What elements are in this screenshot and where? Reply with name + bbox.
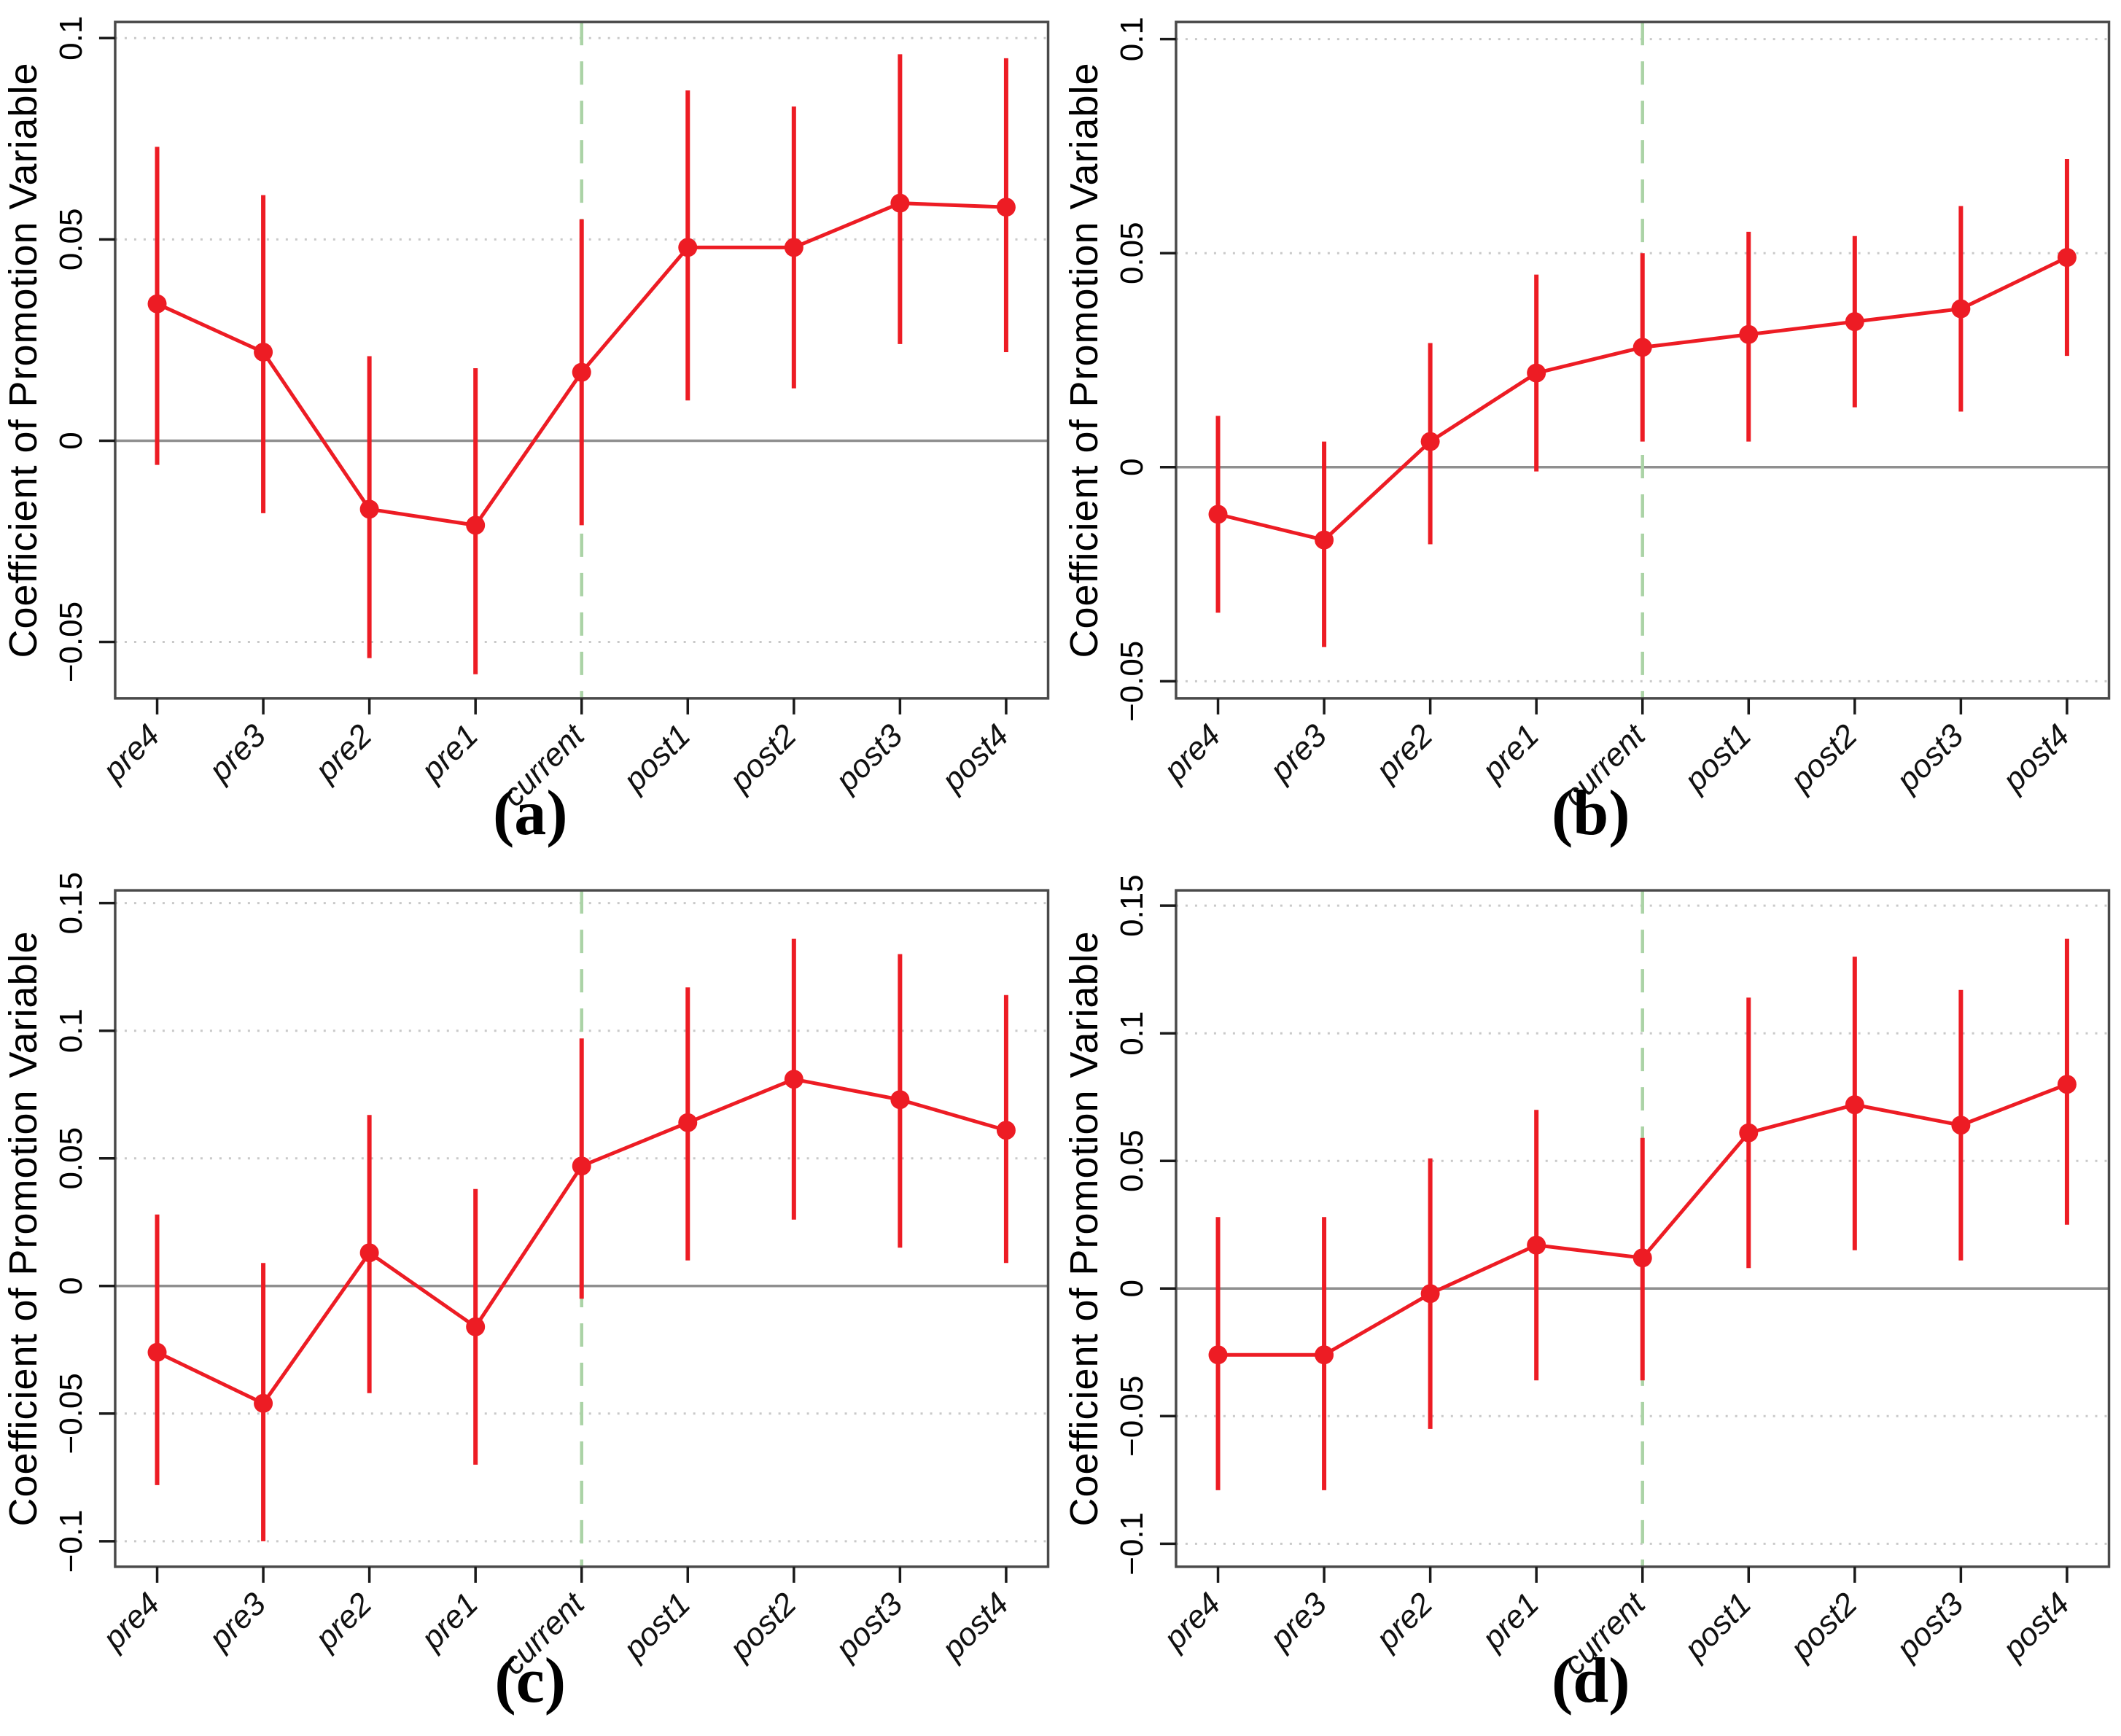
data-point [1526,1235,1546,1255]
data-point [1314,1344,1334,1364]
y-tick-label: 0.1 [1113,17,1149,61]
data-point [1208,1344,1228,1364]
data-point [254,342,273,362]
y-tick-label: 0.1 [53,16,89,61]
y-tick-label: 0.05 [53,1126,89,1189]
y-tick-label: 0.1 [53,1008,89,1053]
data-point [572,1156,591,1175]
plot-border [114,888,1050,1568]
panel-a: 0.1 0.05 0 −0.05 pre4 pre3 pre2 pre1 current post… [0,0,1061,868]
y-tick-label: −0.05 [53,602,89,682]
y-tick-label: 0 [1113,1280,1149,1297]
data-point [890,1089,910,1109]
y-axis-label: Coefficient of Promotion Variable [1062,930,1105,1526]
data-point [1738,324,1758,344]
y-tick-label: 0 [1113,459,1149,476]
y-tick-label: 0.05 [1113,1129,1149,1192]
data-point [678,238,698,257]
data-point [890,193,910,213]
plot-border [1174,888,2110,1568]
data-point [147,1342,167,1362]
panel-c: 0.15 0.1 0.05 0 −0.05 −0.1 pre4 pre3 pre2 pre1 cur… [0,868,1061,1736]
data-point [1950,1115,1970,1134]
data-point [2057,1074,2077,1094]
caption-b: (b) [1551,777,1630,849]
data-point [1314,530,1334,550]
data-point [359,499,379,519]
y-tick-label: 0.1 [1113,1011,1149,1055]
y-axis-label: Coefficient of Promotion Variable [1,63,45,658]
data-point [1845,1094,1864,1114]
data-point [1632,1247,1652,1267]
y-tick-label: −0.1 [1113,1511,1149,1575]
data-point [996,1120,1016,1140]
caption-d: (d) [1551,1646,1630,1716]
data-point [784,238,803,257]
data-point [1526,363,1546,383]
data-point [678,1113,698,1132]
y-tick-label: −0.05 [53,1373,89,1454]
y-tick-label: 0.05 [53,209,89,271]
y-axis-label: Coefficient of Promotion Variable [1062,63,1105,658]
data-point [572,362,591,382]
panel-b: 0.1 0.05 0 −0.05 pre4 pre3 pre2 pre1 current post… [1061,0,2121,868]
data-point [1420,432,1440,451]
y-tick-label: −0.05 [1113,641,1149,722]
data-point [359,1242,379,1262]
data-point [1208,505,1228,524]
y-tick-label: 0.05 [1113,222,1149,284]
y-tick-label: 0.15 [1113,874,1149,937]
data-point [1845,312,1864,332]
data-point [147,294,167,314]
data-point [784,1069,803,1089]
y-tick-label: −0.1 [53,1509,89,1573]
data-point [466,515,486,535]
y-tick-label: 0.15 [53,871,89,934]
data-point [1420,1283,1440,1303]
y-tick-label: −0.05 [1113,1375,1149,1456]
data-point [254,1393,273,1413]
y-axis-label: Coefficient of Promotion Variable [1,930,45,1526]
data-point [1950,299,1970,319]
data-point [996,198,1016,217]
data-point [1738,1123,1758,1143]
data-point [466,1317,486,1336]
caption-a: (a) [492,777,568,849]
y-tick-label: 0 [53,1277,89,1294]
data-point [2057,248,2077,268]
panel-d: 0.15 0.1 0.05 0 −0.05 −0.1 pre4 pre3 pre2 pre1 cur… [1061,868,2121,1736]
y-tick-label: 0 [53,432,89,449]
data-point [1632,338,1652,357]
caption-c: (c) [494,1646,567,1716]
